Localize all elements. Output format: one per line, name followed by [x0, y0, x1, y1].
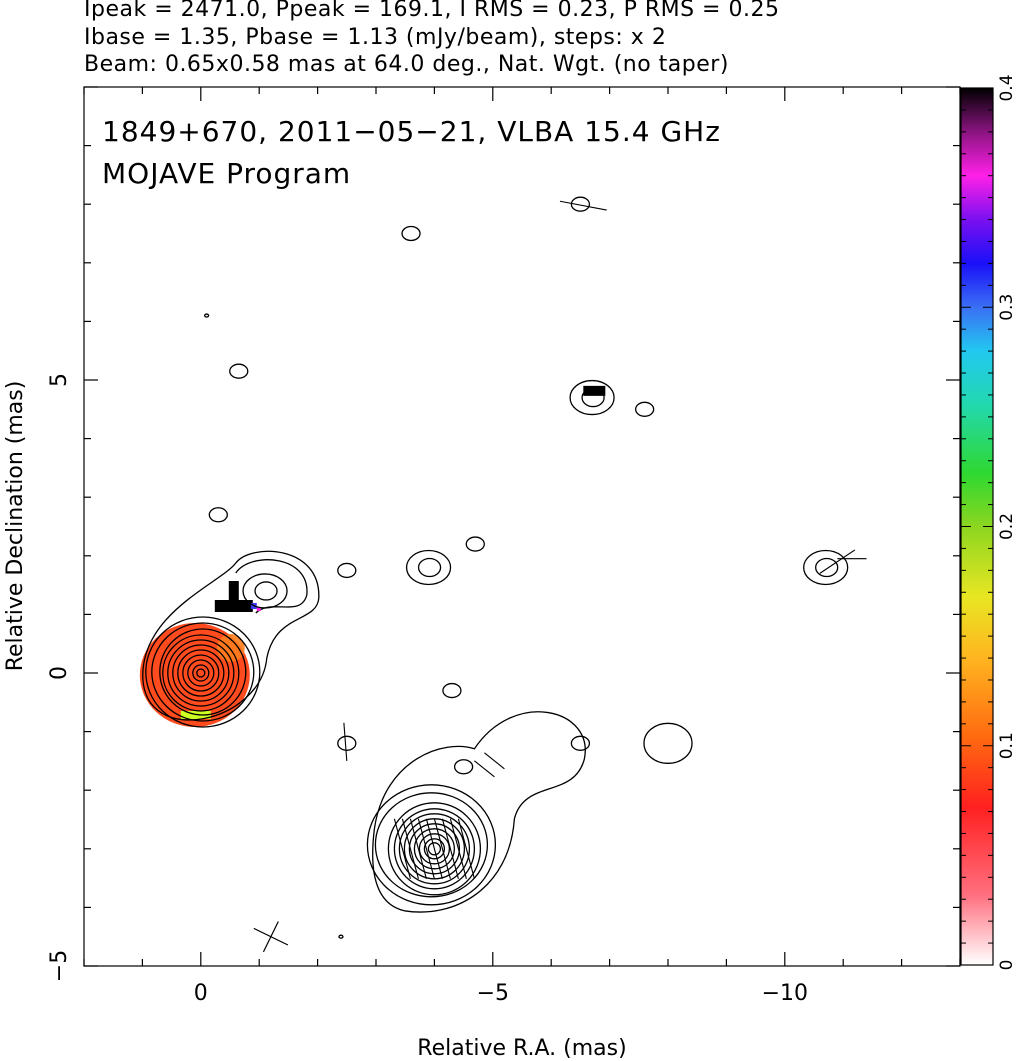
core-polarization-block [214, 600, 253, 612]
colorbar-ticks: 0 0.1 0.2 0.3 0.4 [961, 74, 1017, 970]
polarization-vector [474, 760, 495, 778]
x-tick-label: 0 [194, 981, 208, 1006]
beam-minor-axis [262, 921, 279, 953]
core-contour [177, 649, 225, 697]
component-contour [337, 735, 357, 751]
core-contour [145, 616, 261, 728]
component-contour [423, 838, 446, 860]
polarization-vector [393, 818, 411, 879]
polarization-vector [457, 818, 475, 879]
component-contour [815, 557, 839, 578]
colorbar-tick-label: 0.4 [997, 74, 1017, 101]
core-contour [192, 664, 210, 682]
core-outer-contour [142, 550, 320, 721]
core-contour [151, 622, 255, 722]
component-contour [229, 363, 249, 379]
component-contour [405, 549, 452, 586]
component-polarization-block [583, 385, 606, 396]
polarization-vector [441, 818, 459, 879]
core-contour [167, 639, 235, 707]
x-tick-label: −10 [762, 981, 808, 1006]
component-contour [393, 808, 476, 890]
polarization-vector [559, 200, 607, 211]
component-contour [570, 735, 591, 751]
plot-frame [83, 86, 961, 967]
component-contour [203, 313, 210, 318]
y-tick-label: −5 [47, 950, 72, 982]
polarization-vector [343, 722, 348, 761]
header-line-base: Ibase = 1.35, Pbase = 1.13 (mJy/beam), s… [84, 25, 667, 50]
core-contour [172, 644, 230, 702]
component-contour [387, 802, 482, 896]
component-contour [338, 934, 344, 939]
polarization-vector [417, 818, 435, 879]
header-line-beam: Beam: 0.65x0.58 mas at 64.0 deg., Nat. W… [84, 52, 729, 77]
x-tick-label: −5 [477, 981, 509, 1006]
polarization-vector [449, 818, 467, 879]
y-tick-label: 5 [47, 373, 72, 387]
core-contour [162, 634, 240, 712]
core-contour [196, 668, 206, 678]
component-contour [374, 792, 489, 898]
component-contour [254, 581, 278, 601]
tick-labels: 0 −5 −10 −5 0 5 [47, 373, 808, 1006]
component-contour [417, 557, 442, 578]
component-contour [465, 536, 485, 552]
polarization-vector [401, 818, 419, 879]
map-title: 1849+670, 2011−05−21, VLBA 15.4 GHz [102, 115, 721, 148]
map-subtitle: MOJAVE Program [102, 157, 351, 190]
polarization-vector [484, 752, 505, 770]
component-contour [569, 379, 615, 416]
core-contour [159, 628, 247, 716]
component-contour [398, 813, 471, 885]
component-contour [643, 722, 693, 764]
y-axis-label: Relative Declination (mas) [3, 381, 28, 672]
colorbar-tick-label: 0.1 [997, 732, 1017, 759]
header-line-peak: Ipeak = 2471.0, Ppeak = 169.1, I RMS = 0… [84, 0, 780, 22]
core-contour [187, 659, 215, 687]
plot-data-layer [139, 196, 867, 953]
component-outer-contour [372, 711, 586, 913]
core-polarization-block [228, 581, 239, 603]
component-contour [413, 828, 456, 870]
component-contour [208, 507, 228, 523]
core-contour [182, 654, 220, 692]
component-contour [337, 562, 357, 579]
axis-ticks [83, 86, 961, 967]
colorbar-tick-label: 0 [997, 960, 1017, 971]
core-polarization-edge [216, 634, 245, 662]
component-contour [427, 842, 442, 856]
component-contour [634, 401, 655, 417]
component-contour [366, 784, 497, 906]
component-contour [803, 549, 849, 586]
component-contour [570, 196, 591, 212]
component-contour [242, 573, 288, 609]
colorbar-tick-label: 0.3 [997, 294, 1017, 321]
x-axis-label: Relative R.A. (mas) [417, 1036, 626, 1061]
component-contour [453, 759, 474, 775]
y-tick-label: 0 [47, 666, 72, 680]
core-polarization-pixel [256, 607, 261, 611]
component-contour [418, 833, 451, 865]
polarization-vector [409, 818, 427, 879]
polarization-vector [425, 818, 443, 879]
component-contour [442, 682, 462, 699]
colorbar-tick-label: 0.2 [997, 513, 1017, 540]
polarization-vector [433, 818, 451, 879]
component-contour [408, 823, 461, 875]
polarization-vector [819, 549, 856, 574]
component-contour [401, 225, 421, 242]
